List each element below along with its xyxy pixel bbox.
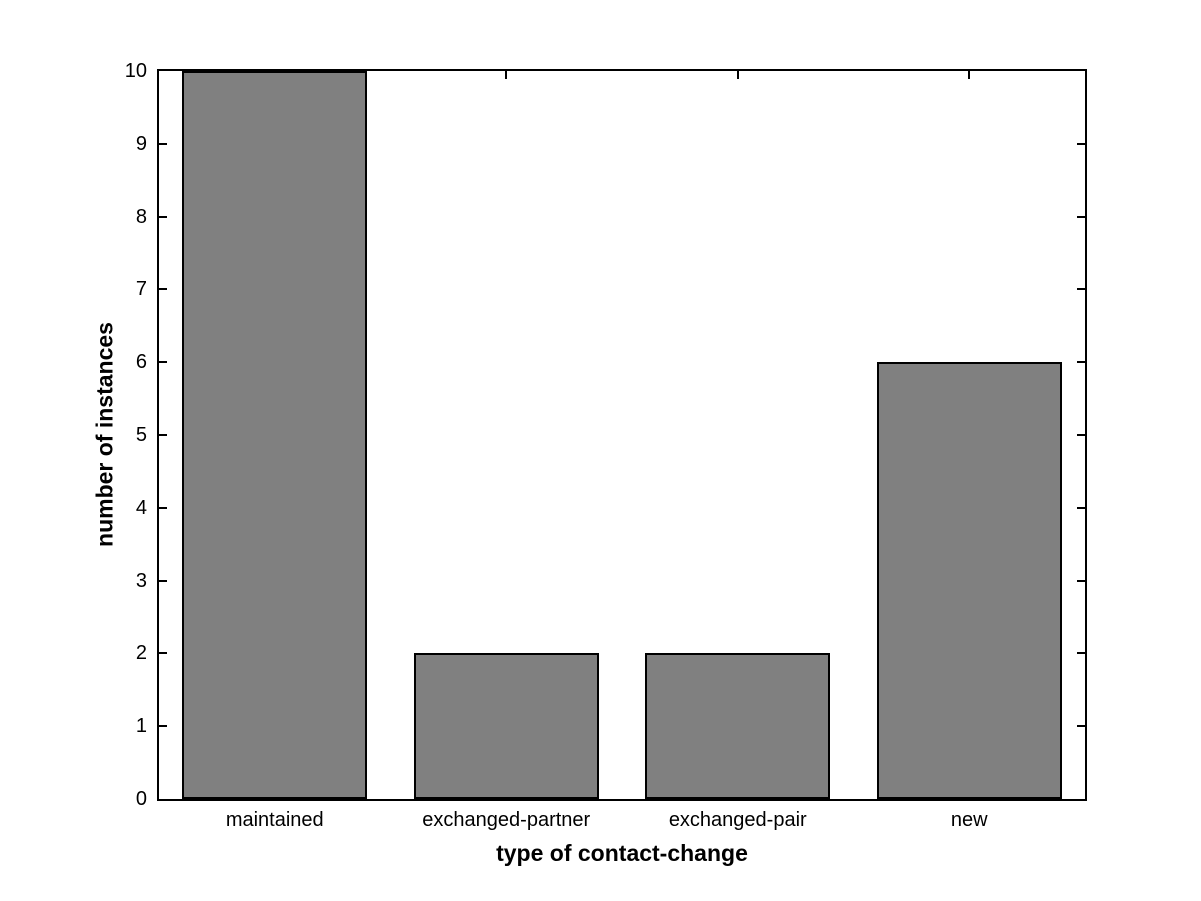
- x-tick-label-new: new: [950, 809, 988, 831]
- y-tick-right: [1077, 652, 1085, 655]
- y-tick-right: [1077, 288, 1085, 291]
- x-tick-label-exchanged-partner: exchanged-partner: [422, 809, 591, 831]
- y-tick-right: [1077, 142, 1085, 145]
- y-tick-label-7: 7: [135, 278, 147, 301]
- x-tick-top-exchanged-pair: [736, 71, 739, 79]
- y-tick-right: [1077, 361, 1085, 364]
- y-tick-left: [159, 288, 167, 291]
- y-tick-label-10: 10: [124, 60, 147, 82]
- y-tick-right: [1077, 506, 1085, 509]
- y-tick-label-4: 4: [135, 496, 147, 519]
- y-tick-left: [159, 434, 167, 436]
- y-tick-label-8: 8: [135, 205, 147, 228]
- x-tick-label-maintained: maintained: [225, 809, 324, 831]
- bar-new: [876, 362, 1062, 799]
- y-tick-label-1: 1: [135, 715, 147, 738]
- y-tick-label-3: 3: [135, 569, 147, 592]
- bar-exchanged-pair: [645, 653, 831, 799]
- y-tick-left: [159, 506, 167, 509]
- y-tick-label-6: 6: [135, 351, 147, 374]
- y-tick-right: [1077, 434, 1085, 436]
- y-tick-left: [159, 142, 167, 145]
- x-tick-top-exchanged-partner: [505, 71, 508, 79]
- y-tick-left: [159, 652, 167, 655]
- y-tick-right: [1077, 579, 1085, 582]
- y-tick-left: [159, 361, 167, 364]
- x-tick-top-new: [968, 71, 971, 79]
- y-tick-left: [159, 215, 167, 218]
- bar-maintained: [182, 71, 368, 799]
- x-tick-label-exchanged-pair: exchanged-pair: [668, 809, 807, 831]
- y-tick-left: [159, 579, 167, 582]
- y-tick-right: [1077, 725, 1085, 728]
- y-tick-label-9: 9: [135, 132, 147, 155]
- y-tick-label-5: 5: [135, 424, 147, 446]
- bar-exchanged-partner: [413, 653, 599, 799]
- plot-area: [157, 69, 1087, 801]
- y-tick-left: [159, 725, 167, 728]
- y-tick-label-0: 0: [135, 788, 147, 810]
- x-axis-label: type of contact-change: [496, 840, 748, 866]
- y-tick-label-2: 2: [135, 642, 147, 665]
- y-tick-right: [1077, 215, 1085, 218]
